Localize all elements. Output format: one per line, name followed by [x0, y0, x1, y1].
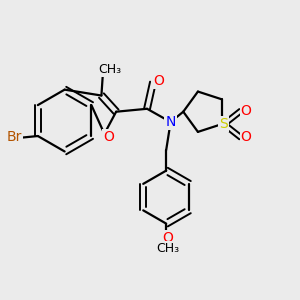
Text: O: O: [241, 130, 251, 144]
Text: S: S: [219, 117, 227, 131]
Text: CH₃: CH₃: [156, 242, 179, 254]
Text: Br: Br: [7, 130, 22, 145]
Text: O: O: [103, 130, 114, 144]
Text: O: O: [241, 104, 251, 118]
Text: O: O: [162, 231, 173, 245]
Text: CH₃: CH₃: [99, 62, 122, 76]
Text: N: N: [165, 115, 176, 129]
Text: O: O: [153, 74, 164, 88]
